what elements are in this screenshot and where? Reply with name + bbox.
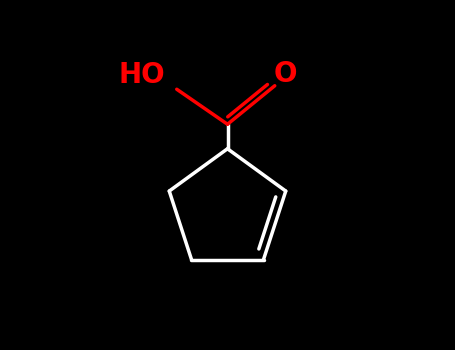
Text: HO: HO (118, 61, 165, 89)
Text: O: O (273, 60, 297, 88)
